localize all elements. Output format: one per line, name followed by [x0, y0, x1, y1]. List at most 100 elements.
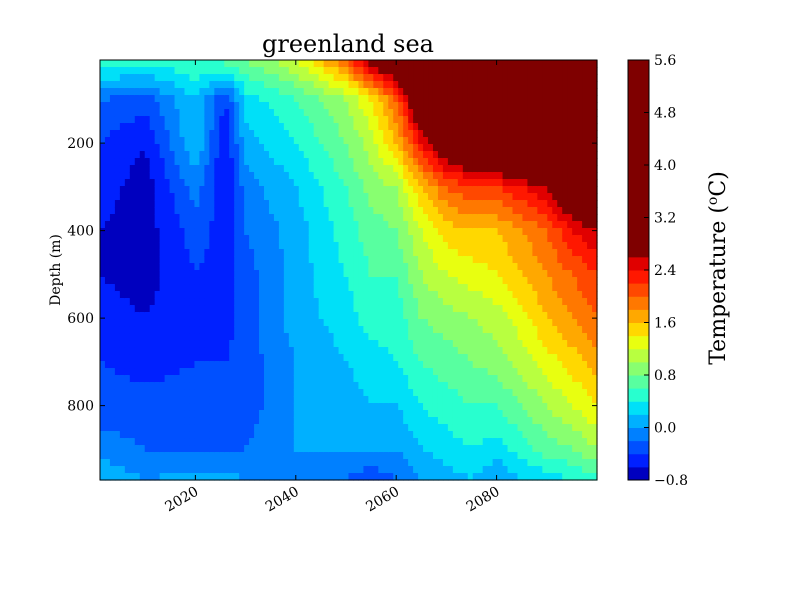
contour-cell — [119, 242, 126, 250]
contour-cell — [189, 60, 196, 68]
contour-cell — [467, 123, 474, 131]
contour-cell — [497, 256, 504, 264]
contour-cell — [214, 361, 220, 369]
contour-cell — [114, 179, 121, 187]
contour-cell — [447, 305, 454, 313]
contour-cell — [214, 116, 220, 124]
contour-cell — [318, 361, 325, 369]
contour-cell — [308, 81, 315, 89]
contour-cell — [234, 452, 240, 460]
contour-cell — [239, 228, 245, 236]
contour-cell — [492, 368, 499, 376]
contour-cell — [482, 207, 489, 215]
contour-cell — [209, 207, 215, 215]
contour-cell — [139, 95, 146, 103]
contour-cell — [413, 382, 419, 390]
contour-cell — [154, 130, 161, 138]
contour-cell — [184, 424, 191, 432]
contour-cell — [129, 410, 136, 418]
contour-cell — [159, 151, 166, 159]
contour-cell — [373, 368, 379, 376]
contour-cell — [393, 375, 399, 383]
contour-cell — [393, 130, 399, 138]
contour-cell — [338, 249, 345, 257]
contour-cell — [388, 130, 394, 138]
contour-cell — [423, 277, 429, 285]
contour-cell — [209, 438, 215, 446]
contour-cell — [323, 298, 330, 306]
contour-cell — [323, 256, 330, 264]
contour-cell — [114, 403, 121, 411]
contour-cell — [249, 249, 255, 257]
contour-cell — [293, 151, 300, 159]
contour-cell — [318, 60, 325, 68]
contour-cell — [457, 396, 464, 404]
contour-cell — [283, 151, 290, 159]
contour-cell — [189, 123, 196, 131]
contour-cell — [383, 221, 389, 229]
contour-cell — [388, 368, 394, 376]
contour-cell — [244, 165, 250, 173]
contour-cell — [129, 298, 136, 306]
contour-cell — [393, 249, 399, 257]
contour-cell — [328, 361, 335, 369]
contour-cell — [194, 298, 200, 306]
contour-cell — [462, 123, 469, 131]
contour-cell — [259, 81, 265, 89]
contour-cell — [413, 249, 419, 257]
contour-cell — [288, 340, 295, 348]
contour-cell — [174, 368, 181, 376]
contour-cell — [179, 333, 186, 341]
contour-cell — [413, 158, 419, 166]
contour-cell — [472, 109, 479, 117]
contour-cell — [149, 431, 156, 439]
contour-cell — [273, 221, 280, 229]
contour-cell — [428, 172, 434, 180]
contour-cell — [308, 256, 315, 264]
contour-cell — [214, 67, 220, 75]
contour-cell — [239, 67, 245, 75]
contour-cell — [358, 417, 365, 425]
contour-cell — [378, 312, 384, 320]
contour-cell — [273, 102, 280, 110]
contour-cell — [144, 298, 151, 306]
contour-cell — [398, 221, 404, 229]
contour-cell — [383, 417, 389, 425]
contour-cell — [492, 396, 499, 404]
contour-cell — [338, 242, 345, 250]
contour-cell — [467, 298, 474, 306]
contour-cell — [353, 291, 360, 299]
contour-cell — [338, 445, 345, 453]
contour-cell — [328, 158, 335, 166]
contour-cell — [194, 312, 200, 320]
contour-cell — [204, 88, 210, 96]
contour-cell — [109, 396, 116, 404]
contour-cell — [219, 277, 225, 285]
contour-cell — [169, 403, 176, 411]
contour-cell — [229, 130, 235, 138]
contour-cell — [497, 431, 504, 439]
contour-cell — [477, 298, 484, 306]
contour-cell — [179, 207, 186, 215]
contour-cell — [144, 368, 151, 376]
contour-cell — [363, 389, 369, 397]
contour-cell — [308, 354, 315, 362]
contour-cell — [244, 270, 250, 278]
contour-cell — [104, 312, 111, 320]
contour-cell — [100, 214, 106, 222]
contour-cell — [418, 403, 424, 411]
contour-cell — [432, 193, 439, 201]
contour-cell — [169, 144, 176, 152]
contour-cell — [303, 452, 310, 460]
contour-cell — [194, 396, 200, 404]
contour-cell — [139, 270, 146, 278]
contour-cell — [119, 333, 126, 341]
contour-cell — [472, 466, 479, 474]
contour-cell — [214, 186, 220, 194]
contour-cell — [313, 438, 320, 446]
contour-cell — [189, 263, 196, 271]
contour-cell — [114, 452, 121, 460]
contour-cell — [432, 319, 439, 327]
contour-cell — [383, 270, 389, 278]
contour-cell — [264, 382, 270, 390]
